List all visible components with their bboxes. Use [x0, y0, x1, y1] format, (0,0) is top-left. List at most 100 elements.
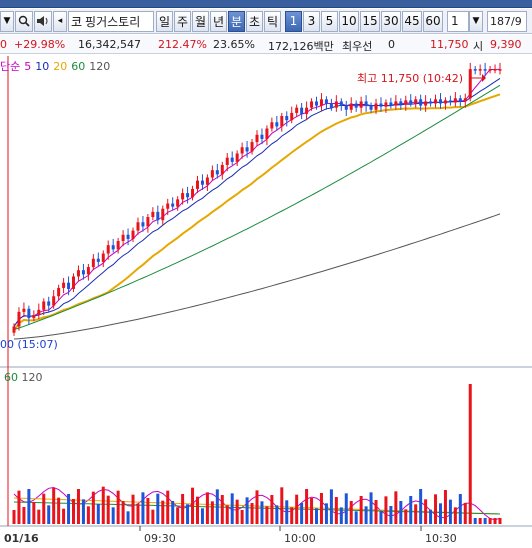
volume-bar[interactable]: [91, 491, 95, 524]
volume-bar[interactable]: [334, 497, 338, 524]
candle-body[interactable]: [121, 234, 125, 242]
candle-body[interactable]: [235, 153, 239, 162]
volume-bar[interactable]: [131, 494, 135, 524]
volume-bar[interactable]: [409, 496, 413, 524]
volume-bar[interactable]: [210, 501, 214, 524]
volume-bar[interactable]: [67, 494, 71, 524]
candle-body[interactable]: [161, 208, 165, 221]
volume-bar[interactable]: [156, 493, 160, 524]
candle-body[interactable]: [12, 326, 16, 333]
candle-body[interactable]: [186, 193, 190, 198]
volume-bar[interactable]: [389, 506, 393, 524]
volume-bar[interactable]: [195, 496, 199, 524]
interval-3-button[interactable]: 3: [303, 10, 320, 32]
candle-body[interactable]: [141, 222, 145, 227]
candle-body[interactable]: [498, 69, 502, 71]
candle-body[interactable]: [131, 230, 135, 239]
volume-bar[interactable]: [295, 494, 299, 524]
volume-bar[interactable]: [394, 491, 398, 524]
volume-bar[interactable]: [483, 518, 487, 524]
volume-bar[interactable]: [47, 505, 51, 524]
volume-bar[interactable]: [111, 507, 115, 524]
candle-body[interactable]: [191, 188, 195, 198]
interval-30-button[interactable]: 30: [381, 10, 401, 32]
candle-body[interactable]: [260, 134, 264, 139]
volume-bar[interactable]: [438, 503, 442, 524]
candle-body[interactable]: [453, 98, 457, 103]
candle-body[interactable]: [359, 101, 363, 108]
candle-body[interactable]: [265, 128, 269, 139]
volume-bar[interactable]: [215, 489, 219, 524]
volume-bar[interactable]: [384, 496, 388, 524]
volume-bar[interactable]: [62, 508, 66, 524]
candle-body[interactable]: [473, 69, 477, 71]
volume-bar[interactable]: [151, 509, 155, 524]
volume-bar[interactable]: [76, 489, 80, 524]
candle-body[interactable]: [349, 103, 353, 110]
volume-bar[interactable]: [72, 499, 76, 524]
candle-body[interactable]: [443, 100, 447, 104]
volume-bar[interactable]: [399, 501, 403, 524]
candle-body[interactable]: [285, 116, 289, 121]
candle-body[interactable]: [478, 69, 482, 71]
candle-body[interactable]: [111, 245, 115, 250]
candle-body[interactable]: [67, 282, 71, 289]
candle-body[interactable]: [389, 102, 393, 106]
volume-bar[interactable]: [116, 490, 120, 524]
volume-bar[interactable]: [369, 492, 373, 524]
period-month-button[interactable]: 월: [192, 10, 209, 32]
volume-bar[interactable]: [240, 510, 244, 524]
period-day-button[interactable]: 일: [156, 10, 173, 32]
speaker-icon[interactable]: [34, 10, 52, 32]
candle-body[interactable]: [424, 101, 428, 106]
volume-bar[interactable]: [448, 499, 452, 524]
volume-bar[interactable]: [12, 510, 16, 524]
candle-body[interactable]: [42, 301, 46, 310]
volume-bar[interactable]: [290, 507, 294, 524]
candle-body[interactable]: [200, 180, 204, 185]
candle-body[interactable]: [319, 99, 323, 106]
candle-body[interactable]: [448, 100, 452, 103]
candle-body[interactable]: [275, 122, 279, 127]
candle-body[interactable]: [215, 170, 219, 175]
candle-body[interactable]: [310, 101, 314, 108]
volume-bar[interactable]: [349, 501, 353, 524]
candle-body[interactable]: [329, 103, 333, 108]
candle-body[interactable]: [429, 101, 433, 104]
candle-body[interactable]: [354, 103, 358, 108]
volume-bar[interactable]: [429, 509, 433, 524]
candle-body[interactable]: [458, 98, 462, 102]
candle-body[interactable]: [488, 69, 492, 71]
candle-body[interactable]: [62, 282, 66, 288]
search-icon[interactable]: [15, 10, 33, 32]
candle-body[interactable]: [300, 107, 304, 114]
volume-bar[interactable]: [176, 507, 180, 524]
volume-bar[interactable]: [478, 518, 482, 524]
candle-body[interactable]: [384, 102, 388, 107]
volume-bar[interactable]: [305, 489, 309, 524]
candle-body[interactable]: [76, 270, 80, 277]
candle-body[interactable]: [409, 100, 413, 104]
volume-bar[interactable]: [319, 493, 323, 524]
interval-input[interactable]: 1: [447, 10, 469, 32]
candle-body[interactable]: [419, 99, 423, 106]
candle-body[interactable]: [493, 69, 497, 71]
volume-bar[interactable]: [225, 505, 229, 524]
volume-bar[interactable]: [453, 507, 457, 524]
candle-body[interactable]: [290, 112, 294, 121]
candle-body[interactable]: [399, 101, 403, 105]
candle-body[interactable]: [171, 203, 175, 207]
volume-bar[interactable]: [493, 518, 497, 524]
volume-bar[interactable]: [57, 497, 61, 524]
candle-body[interactable]: [81, 270, 85, 275]
volume-bar[interactable]: [434, 494, 438, 524]
volume-bar[interactable]: [200, 508, 204, 524]
volume-bar[interactable]: [488, 518, 492, 524]
volume-bar[interactable]: [96, 504, 100, 524]
candle-body[interactable]: [166, 203, 170, 209]
volume-bar[interactable]: [37, 509, 41, 524]
volume-bar[interactable]: [275, 505, 279, 524]
candle-body[interactable]: [394, 101, 398, 106]
candle-body[interactable]: [245, 147, 249, 152]
